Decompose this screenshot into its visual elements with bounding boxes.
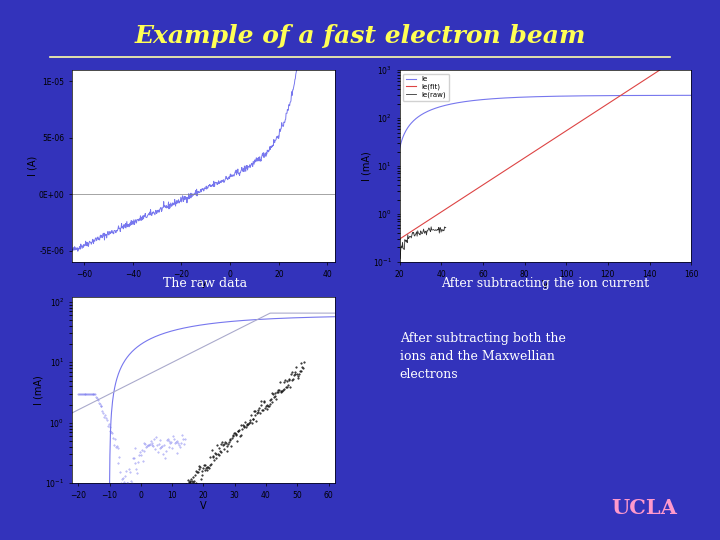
Y-axis label: I (mA): I (mA)	[361, 151, 372, 181]
Ie(fit)	[687, 46, 696, 53]
Ie(fit)	[395, 236, 404, 242]
Ie	[536, 93, 544, 100]
Ie(raw)	[428, 227, 436, 233]
Ie(fit)	[634, 80, 643, 87]
Ie(raw)	[426, 227, 434, 234]
Ie	[687, 92, 696, 99]
Line: Ie(fit): Ie(fit)	[400, 50, 691, 239]
Ie(raw)	[423, 228, 432, 234]
Ie(raw)	[427, 224, 436, 230]
Ie(fit)	[553, 133, 562, 140]
Ie(fit)	[534, 146, 542, 152]
Y-axis label: I (mA): I (mA)	[34, 375, 44, 405]
Ie	[569, 93, 577, 99]
X-axis label: V: V	[200, 280, 207, 290]
Ie	[634, 92, 643, 99]
Text: After subtracting both the
ions and the Maxwellian
electrons: After subtracting both the ions and the …	[400, 332, 565, 381]
Text: The raw data: The raw data	[163, 277, 247, 290]
Ie(raw)	[441, 224, 450, 231]
Ie(raw)	[416, 228, 425, 234]
Text: UCLA: UCLA	[611, 498, 678, 518]
X-axis label: V: V	[542, 280, 549, 290]
Line: Ie: Ie	[400, 96, 691, 148]
Text: Example of a fast electron beam: Example of a fast electron beam	[134, 24, 586, 48]
Ie(raw)	[437, 226, 446, 233]
Ie	[680, 92, 688, 99]
Ie	[534, 93, 542, 100]
Ie	[553, 93, 562, 99]
Ie(raw)	[396, 255, 405, 262]
Ie(fit)	[569, 123, 577, 130]
Legend: Ie, Ie(fit), Ie(raw): Ie, Ie(fit), Ie(raw)	[403, 73, 449, 101]
Ie	[395, 145, 404, 152]
Y-axis label: I (A): I (A)	[27, 156, 37, 176]
Line: Ie(raw): Ie(raw)	[400, 227, 446, 259]
Ie(raw)	[424, 226, 433, 233]
Ie(fit)	[680, 51, 688, 57]
X-axis label: V: V	[200, 501, 207, 511]
Text: After subtracting the ion current: After subtracting the ion current	[441, 277, 649, 290]
Ie(raw)	[395, 250, 404, 256]
Ie(fit)	[536, 145, 544, 151]
